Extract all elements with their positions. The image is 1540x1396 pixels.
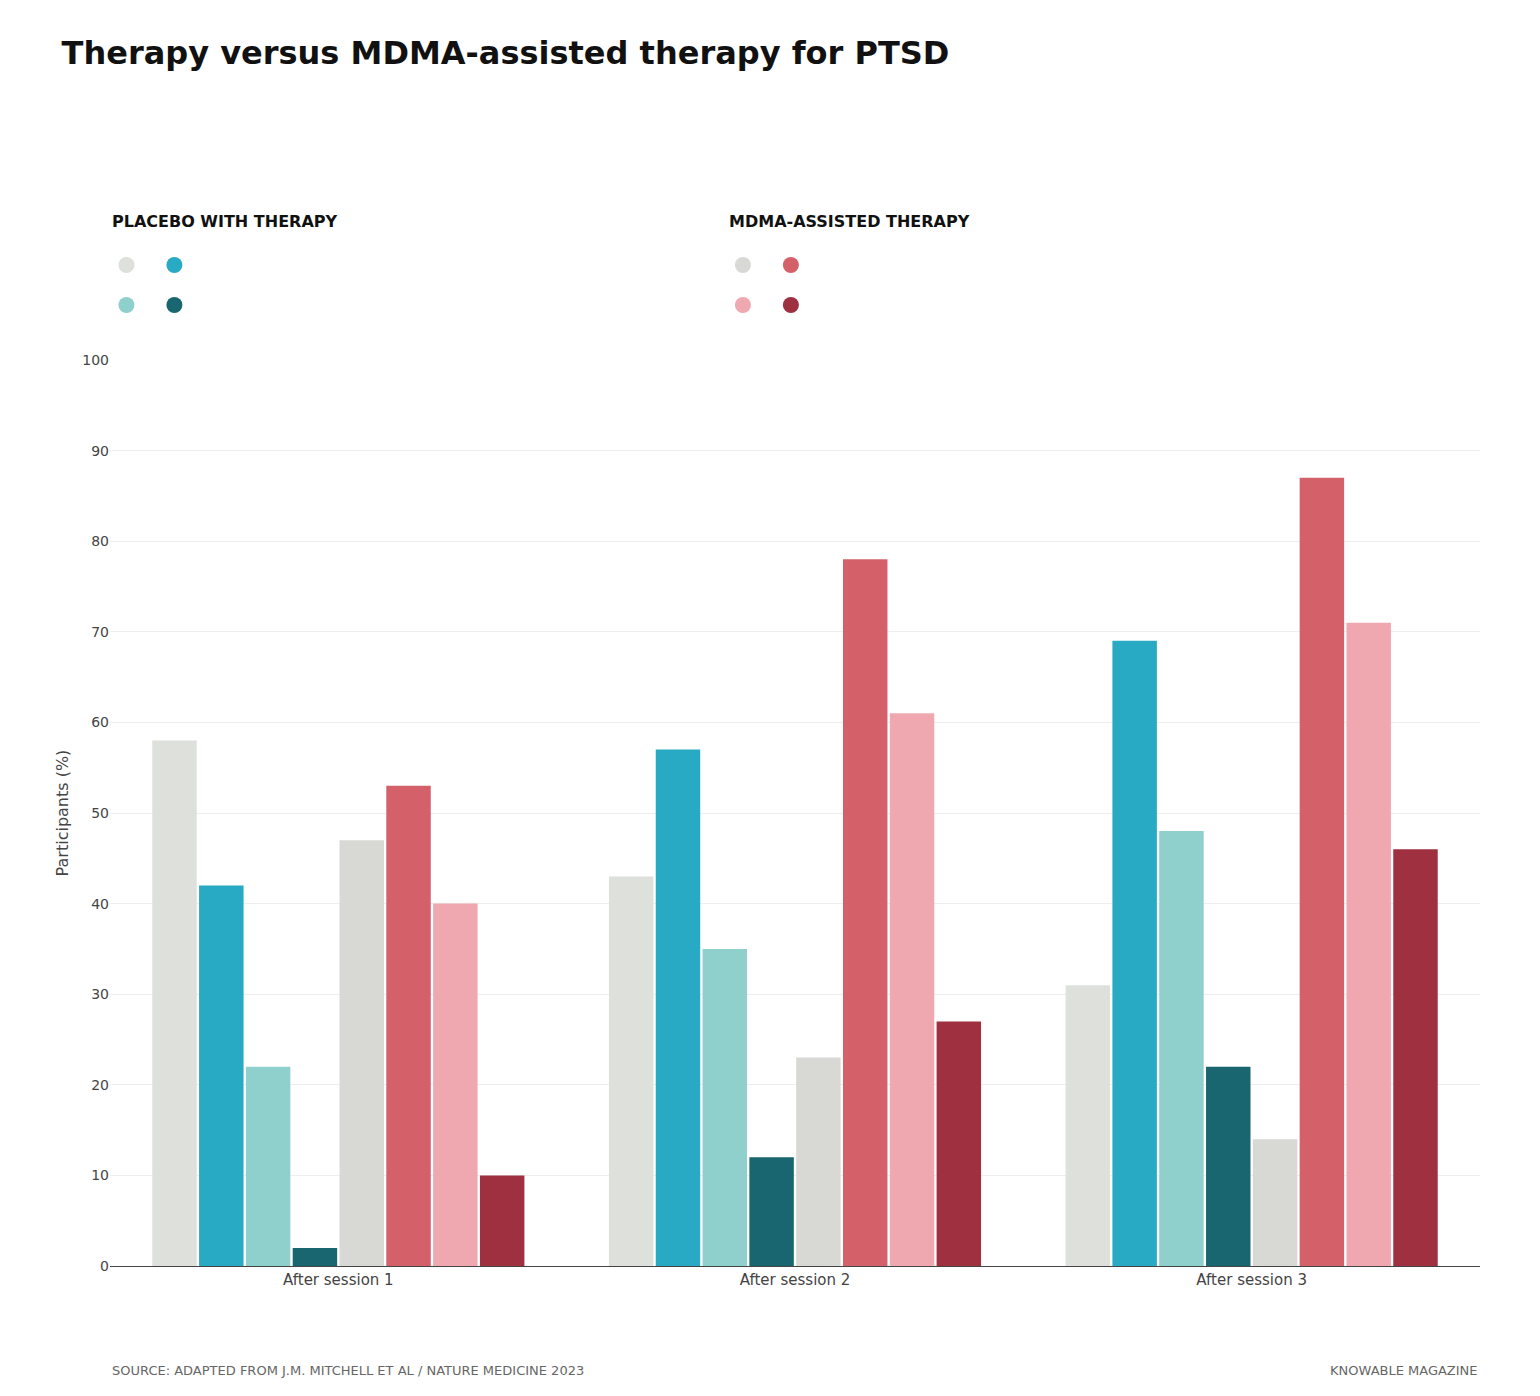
svg-text:MDMA-ASSISTED THERAPY: MDMA-ASSISTED THERAPY	[729, 212, 970, 231]
svg-text:After session 1: After session 1	[283, 1271, 394, 1289]
svg-text:50: 50	[91, 805, 109, 821]
svg-text:KNOWABLE MAGAZINE: KNOWABLE MAGAZINE	[1330, 1363, 1478, 1378]
svg-text:70: 70	[91, 624, 109, 640]
svg-text:PLACEBO WITH THERAPY: PLACEBO WITH THERAPY	[112, 212, 337, 231]
svg-text:30: 30	[91, 986, 109, 1002]
svg-text:100: 100	[82, 352, 109, 368]
svg-text:80: 80	[91, 533, 109, 549]
svg-text:20: 20	[91, 1077, 109, 1093]
svg-text:40: 40	[91, 896, 109, 912]
svg-text:0: 0	[100, 1258, 109, 1274]
svg-text:SOURCE: ADAPTED FROM J.M. MITC: SOURCE: ADAPTED FROM J.M. MITCHELL ET AL…	[112, 1363, 584, 1378]
svg-text:Participants (%): Participants (%)	[53, 750, 72, 877]
svg-text:60: 60	[91, 714, 109, 730]
svg-text:After session 2: After session 2	[740, 1271, 851, 1289]
svg-text:10: 10	[91, 1167, 109, 1183]
svg-text:Therapy versus MDMA-assisted t: Therapy versus MDMA-assisted therapy for…	[62, 34, 950, 72]
svg-text:After session 3: After session 3	[1196, 1271, 1307, 1289]
svg-text:90: 90	[91, 443, 109, 459]
